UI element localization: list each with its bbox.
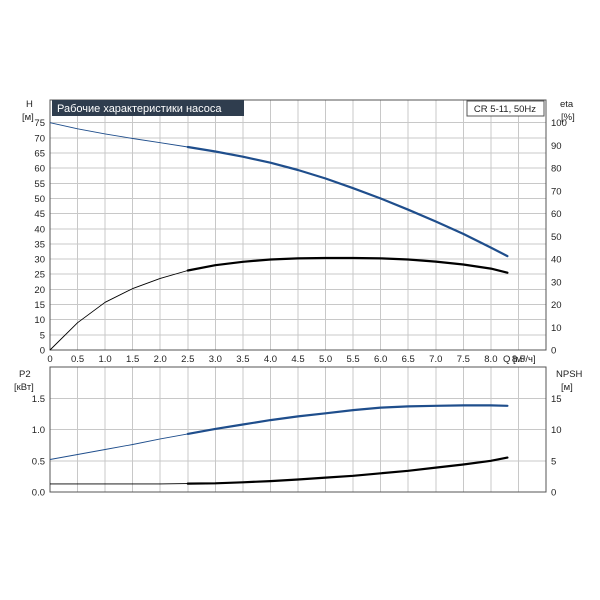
x-tick-label: 3.5 xyxy=(236,354,249,365)
x-tick-label: 6.0 xyxy=(374,354,387,365)
curve-1-0-full xyxy=(49,404,508,460)
right-y-tick-label: 40 xyxy=(551,255,562,266)
x-tick-label: 8.5 xyxy=(512,354,525,365)
left-y-tick-label: 1.0 xyxy=(32,425,45,436)
left-y-tick-label: 25 xyxy=(34,270,45,281)
right-y-tick-label: 80 xyxy=(551,164,562,175)
right-y-tick-label: 30 xyxy=(551,277,562,288)
top-grid xyxy=(50,100,546,350)
right-y-tick-label: 5 xyxy=(551,456,556,467)
x-tick-label: 1.5 xyxy=(126,354,139,365)
right-y-tick-label: 50 xyxy=(551,232,562,243)
tick-labels: 0 0.5 1.0 1.5 2.0 2.5 3.0 3.5 4.0 4.5 5.0 5.5 6.0 6.5… xyxy=(32,118,567,498)
top-left-axis-label-1: H xyxy=(26,99,33,110)
bottom-grid xyxy=(50,367,546,492)
bottom-plot-frame xyxy=(49,366,547,493)
x-axis-label: Q [м³/ч] xyxy=(503,354,536,365)
x-tick-label: 5.0 xyxy=(319,354,332,365)
x-tick-label: 0 xyxy=(47,354,52,365)
x-tick-label: 7.0 xyxy=(429,354,442,365)
model-badge-box xyxy=(466,100,545,117)
x-tick-label: 6.5 xyxy=(402,354,415,365)
right-y-tick-label: 0 xyxy=(551,488,556,499)
x-tick-label: 3.0 xyxy=(209,354,222,365)
curve-0-0-operating xyxy=(186,145,509,258)
x-tick-label: 2.0 xyxy=(154,354,167,365)
top-right-axis-label-2: [%] xyxy=(561,112,575,123)
right-y-tick-label: 90 xyxy=(551,141,562,152)
right-y-tick-label: 100 xyxy=(551,118,567,129)
right-y-tick-label: 10 xyxy=(551,425,562,436)
left-y-tick-label: 40 xyxy=(34,224,45,235)
bottom-left-axis-label-1: P2 xyxy=(19,369,31,380)
x-tick-label: 4.5 xyxy=(291,354,304,365)
right-y-tick-label: 20 xyxy=(551,300,562,311)
x-tick-label: 5.5 xyxy=(347,354,360,365)
left-y-tick-label: 10 xyxy=(34,315,45,326)
curve-0-1-operating xyxy=(186,256,509,274)
curve-1-1-operating xyxy=(186,456,509,485)
bottom-right-axis-label-1: NPSH xyxy=(556,369,583,380)
left-y-tick-label: 30 xyxy=(34,255,45,266)
left-y-tick-label: 5 xyxy=(40,330,45,341)
x-tick-label: 8.0 xyxy=(484,354,497,365)
left-y-tick-label: 0 xyxy=(40,346,45,357)
top-left-axis-label-2: [м] xyxy=(22,112,34,123)
curves xyxy=(49,122,509,485)
right-y-tick-label: 10 xyxy=(551,323,562,334)
top-plot-frame xyxy=(49,99,547,351)
right-y-tick-label: 70 xyxy=(551,186,562,197)
x-tick-label: 4.0 xyxy=(264,354,277,365)
bottom-left-axis-label-2: [кВт] xyxy=(14,382,34,393)
x-tick-label: 7.5 xyxy=(457,354,470,365)
left-y-tick-label: 0.0 xyxy=(32,488,45,499)
left-y-tick-label: 1.5 xyxy=(32,394,45,405)
left-y-tick-label: 0.5 xyxy=(32,456,45,467)
top-right-axis-label-1: eta xyxy=(560,99,574,110)
curve-0-0-full xyxy=(49,122,508,257)
left-y-tick-label: 50 xyxy=(34,194,45,205)
chart-title: Рабочие характеристики насоса xyxy=(57,103,222,115)
left-y-tick-label: 15 xyxy=(34,300,45,311)
x-tick-label: 1.0 xyxy=(99,354,112,365)
curve-1-0-operating xyxy=(186,404,509,435)
right-y-tick-label: 0 xyxy=(551,346,556,357)
left-y-tick-label: 75 xyxy=(34,118,45,129)
left-y-tick-label: 45 xyxy=(34,209,45,220)
left-y-tick-label: 70 xyxy=(34,133,45,144)
right-y-tick-label: 60 xyxy=(551,209,562,220)
right-y-tick-label: 15 xyxy=(551,394,562,405)
left-y-tick-label: 55 xyxy=(34,179,45,190)
left-y-tick-label: 20 xyxy=(34,285,45,296)
x-tick-label: 0.5 xyxy=(71,354,84,365)
model-badge: CR 5-11, 50Hz xyxy=(474,104,536,115)
left-y-tick-label: 35 xyxy=(34,239,45,250)
curve-0-1-full xyxy=(49,257,508,351)
chart-title-background xyxy=(52,100,244,116)
bottom-right-axis-label-2: [м] xyxy=(561,382,573,393)
left-y-tick-label: 60 xyxy=(34,164,45,175)
x-tick-label: 2.5 xyxy=(181,354,194,365)
left-y-tick-label: 65 xyxy=(34,149,45,160)
